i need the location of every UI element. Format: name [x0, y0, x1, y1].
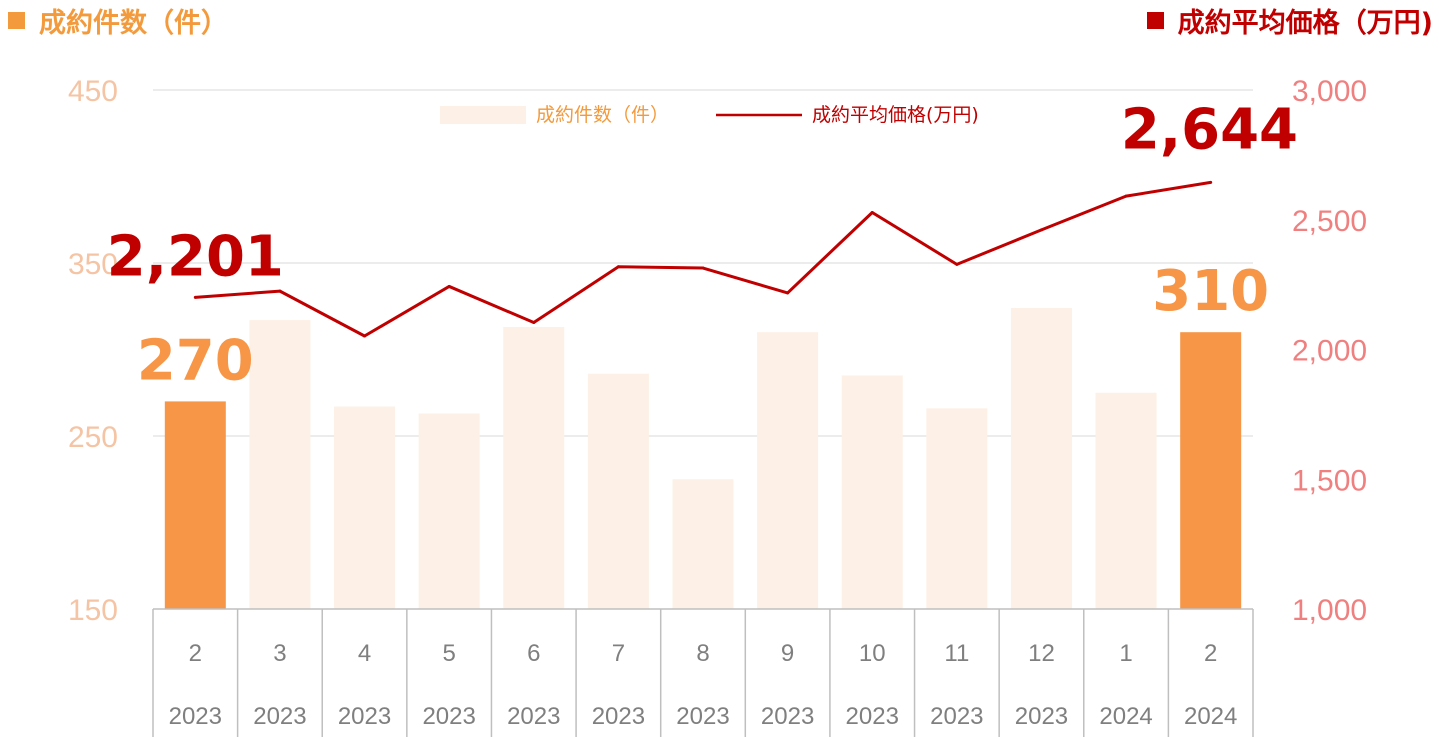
bar-10 [1010, 307, 1072, 609]
month-label: 7 [612, 640, 625, 667]
bar-4 [503, 327, 565, 609]
last-price-value-label: 2,644 [1121, 97, 1298, 162]
bar-11 [1095, 392, 1157, 609]
bar-2 [334, 406, 396, 609]
first-bar-value-label: 270 [137, 328, 254, 393]
year-label: 2023 [338, 703, 391, 730]
price-point-10 [1039, 228, 1043, 232]
year-label: 2023 [761, 703, 814, 730]
right-header-square-icon [1146, 12, 1164, 29]
price-point-4 [532, 321, 536, 325]
price-point-0 [193, 295, 197, 299]
month-label: 1 [1119, 640, 1132, 667]
price-point-12 [1209, 180, 1213, 184]
year-label: 2023 [507, 703, 560, 730]
year-label: 2023 [846, 703, 899, 730]
right-tick-label: 2,000 [1292, 335, 1367, 368]
bar-3 [418, 413, 480, 609]
bar-8 [841, 375, 903, 609]
bar-12 [1180, 332, 1242, 609]
price-point-8 [870, 210, 874, 214]
year-label: 2023 [169, 703, 222, 730]
bar-9 [926, 408, 988, 609]
year-label: 2024 [1099, 703, 1152, 730]
year-label: 2023 [1015, 703, 1068, 730]
month-label: 10 [859, 640, 886, 667]
price-point-6 [701, 266, 705, 270]
price-point-1 [278, 289, 282, 293]
price-point-11 [1124, 194, 1128, 198]
left-tick-label: 350 [68, 248, 118, 281]
right-tick-label: 1,500 [1292, 464, 1367, 497]
category-axis: 2 2023 3 2023 4 2023 5 2023 6 2023 7 2023 8 2023 9 2023… [152, 608, 1254, 737]
legend-bar-swatch [440, 106, 526, 124]
bar-1 [249, 320, 311, 609]
bar-series [164, 307, 1242, 609]
price-point-5 [616, 265, 620, 269]
month-label: 9 [781, 640, 794, 667]
left-tick-label: 450 [68, 75, 118, 108]
legend-line-label: 成約平均価格(万円) [812, 104, 979, 126]
month-label: 4 [358, 640, 371, 667]
month-label: 8 [696, 640, 709, 667]
right-tick-label: 2,500 [1292, 205, 1367, 238]
line-series [193, 180, 1213, 338]
month-label: 3 [273, 640, 286, 667]
gridlines [153, 89, 1253, 437]
month-label: 6 [527, 640, 540, 667]
year-label: 2023 [930, 703, 983, 730]
month-label: 2 [1204, 640, 1217, 667]
bar-0 [164, 401, 226, 609]
month-label: 11 [944, 640, 969, 667]
bar-5 [587, 373, 649, 609]
month-label: 2 [189, 640, 202, 667]
price-point-7 [786, 291, 790, 295]
year-label: 2023 [592, 703, 645, 730]
left-header-title: 成約件数（件） [39, 8, 228, 39]
right-tick-label: 1,000 [1292, 594, 1367, 627]
year-label: 2023 [422, 703, 475, 730]
bar-6 [672, 479, 734, 609]
first-price-value-label: 2,201 [107, 224, 284, 289]
month-label: 12 [1028, 640, 1055, 667]
left-tick-label: 150 [68, 594, 118, 627]
price-point-3 [447, 284, 451, 288]
bar-7 [757, 332, 819, 609]
right-axis: 1,000 1,500 2,000 2,500 3,000 [1292, 75, 1367, 627]
right-axis-header: 成約平均価格（万円) [1146, 4, 1433, 44]
left-axis: 150 250 350 450 [68, 75, 118, 627]
price-point-9 [955, 262, 959, 266]
year-label: 2024 [1184, 703, 1237, 730]
left-axis-header: 成約件数（件） [8, 4, 228, 44]
month-label: 5 [442, 640, 455, 667]
left-header-square-icon [8, 12, 25, 29]
right-tick-label: 3,000 [1292, 75, 1367, 108]
legend: 成約件数（件） 成約平均価格(万円) [440, 104, 979, 126]
left-tick-label: 250 [68, 421, 118, 454]
annotations: 270 310 2,201 2,644 [107, 97, 1298, 393]
year-label: 2023 [253, 703, 306, 730]
year-label: 2023 [676, 703, 729, 730]
legend-bar-label: 成約件数（件） [536, 104, 669, 126]
right-header-title: 成約平均価格（万円) [1177, 8, 1433, 39]
last-bar-value-label: 310 [1152, 259, 1269, 324]
price-point-2 [363, 334, 367, 338]
